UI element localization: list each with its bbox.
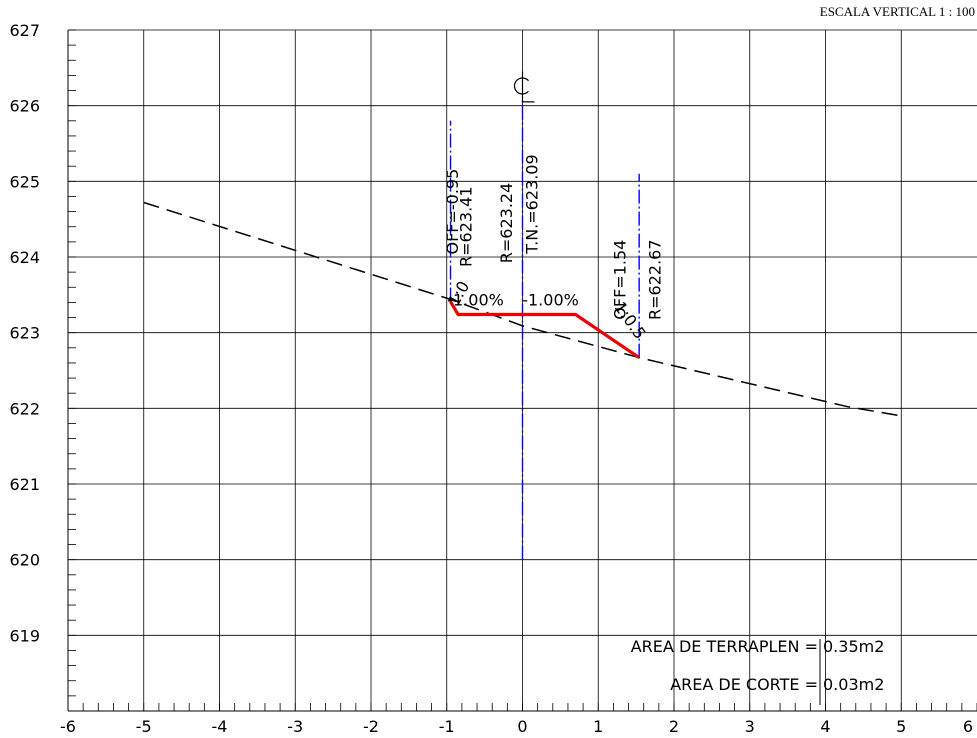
- offset-annotation: OFF=1.54: [611, 240, 630, 320]
- x-tick-label: -6: [60, 717, 76, 736]
- offset-annotation: OFF=-0.95: [443, 169, 462, 255]
- x-tick-label: 2: [669, 717, 679, 736]
- centerline-icon: [513, 71, 535, 103]
- x-tick-label: -4: [212, 717, 228, 736]
- x-tick-label: 3: [745, 717, 755, 736]
- cut-area-value: 0.03m2: [823, 675, 884, 694]
- offset-annotation: R=623.41: [457, 186, 476, 267]
- annotations: OFF=-0.95R=623.41 R=623.24 T.N.=623.09 OFF=…: [443, 71, 664, 343]
- slope-label: -1.00%: [522, 290, 579, 309]
- y-tick-label: 619: [9, 626, 40, 645]
- offset-annotation: T.N.=623.09: [523, 154, 542, 254]
- offset-annotation: R=623.24: [497, 183, 516, 264]
- road-section-line: [449, 300, 641, 359]
- fill-area-label: AREA DE TERRAPLEN =: [631, 637, 818, 656]
- y-tick-label: 620: [9, 551, 40, 570]
- x-tick-label: -1: [439, 717, 455, 736]
- y-tick-label: 621: [9, 475, 40, 494]
- x-tick-label: 6: [963, 717, 973, 736]
- y-tick-label: 623: [9, 324, 40, 343]
- centerline-c-mark: [513, 77, 529, 95]
- offset-annotation: R=622.67: [645, 239, 664, 320]
- vertical-scale-label: ESCALA VERTICAL 1 : 100: [820, 4, 975, 19]
- x-tick-label: 5: [896, 717, 906, 736]
- cut-area-label: AREA DE CORTE =: [670, 675, 818, 694]
- x-tick-label: -2: [363, 717, 379, 736]
- y-tick-label: 626: [9, 97, 40, 116]
- x-tick-label: -5: [136, 717, 152, 736]
- x-tick-label: 0: [517, 717, 527, 736]
- x-tick-label: 4: [820, 717, 830, 736]
- y-tick-label: 624: [9, 248, 40, 267]
- y-tick-label: 627: [9, 21, 40, 40]
- x-tick-label: 1: [593, 717, 603, 736]
- x-tick-label: -3: [287, 717, 303, 736]
- slope-label: -1.00%: [447, 290, 504, 309]
- terrain-line: [143, 201, 902, 417]
- y-tick-label: 625: [9, 172, 40, 191]
- area-summary: AREA DE TERRAPLEN = 0.35m2 AREA DE CORTE…: [631, 637, 884, 705]
- y-tick-label: 622: [9, 399, 40, 418]
- series-layer: [143, 98, 902, 560]
- fill-area-value: 0.35m2: [823, 637, 884, 656]
